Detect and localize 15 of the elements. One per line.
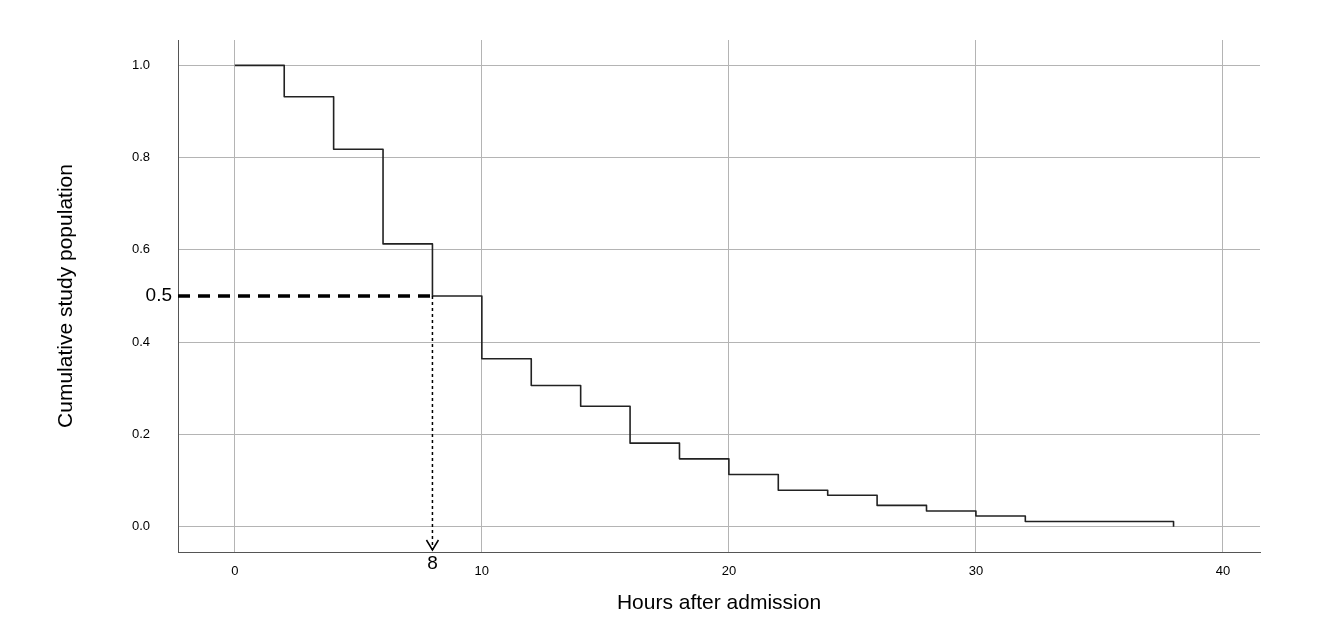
y-tick-label: 0.4 bbox=[131, 333, 150, 349]
x-tick-label: 40 bbox=[1215, 563, 1231, 579]
y-tick-label: 0.2 bbox=[131, 425, 150, 441]
y-tick-label: 0.8 bbox=[131, 149, 150, 165]
x-tick-label: 20 bbox=[721, 563, 737, 579]
ref-line-label: 8 bbox=[427, 551, 438, 573]
x-axis-title: Hours after admission bbox=[616, 590, 822, 614]
y-axis-title: Cumulative study population bbox=[53, 164, 77, 428]
x-tick-label: 0 bbox=[231, 563, 239, 579]
x-tick-label: 30 bbox=[968, 563, 984, 579]
y-tick-label: 1.0 bbox=[131, 56, 150, 72]
x-tick-label: 10 bbox=[474, 563, 490, 579]
ref-line-label: 0.5 bbox=[145, 284, 172, 306]
y-tick-label: 0.0 bbox=[131, 518, 150, 534]
y-tick-label: 0.6 bbox=[131, 241, 150, 257]
